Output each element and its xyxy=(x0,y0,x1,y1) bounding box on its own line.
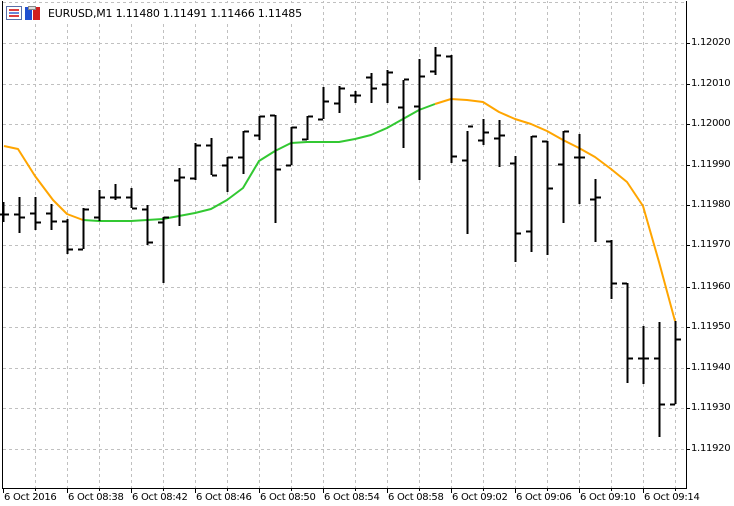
ohlc-bar xyxy=(318,87,329,121)
chart-frame xyxy=(2,0,687,489)
ohlc-bar xyxy=(590,179,601,242)
time-label: 6 Oct 08:38 xyxy=(68,492,124,503)
ohlc-bar xyxy=(30,197,41,230)
price-label: 1.11930 xyxy=(691,402,731,413)
price-label: 1.11960 xyxy=(691,281,731,292)
ohlc-bar xyxy=(158,216,169,283)
ohlc-bar xyxy=(606,240,617,299)
ohlc-bar xyxy=(446,55,457,163)
ohlc-bar xyxy=(46,204,57,230)
price-label: 1.11970 xyxy=(691,239,731,250)
ohlc-bar xyxy=(494,120,505,167)
time-label: 6 Oct 08:58 xyxy=(388,492,444,503)
ohlc-bar xyxy=(510,156,521,262)
time-label: 6 Oct 08:54 xyxy=(324,492,380,503)
time-label: 6 Oct 09:10 xyxy=(580,492,636,503)
ohlc-bar xyxy=(382,70,393,103)
ohlc-bar xyxy=(62,219,73,254)
price-label: 1.11990 xyxy=(691,159,731,170)
ohlc-bar xyxy=(622,282,633,383)
chart-header: EURUSD,M1 1.11480 1.11491 1.11466 1.1148… xyxy=(6,5,302,21)
time-label: 6 Oct 08:42 xyxy=(132,492,188,503)
ohlc-bar xyxy=(542,140,553,255)
ohlc-bar xyxy=(286,126,297,167)
axis-ticks xyxy=(3,43,690,493)
ohlc-bar xyxy=(142,205,153,245)
chart-grid xyxy=(3,0,686,488)
ohlc-bar xyxy=(366,73,377,103)
save-template-icon[interactable] xyxy=(25,6,41,20)
ohlc-bar xyxy=(526,135,537,252)
chart-properties-icon[interactable] xyxy=(6,6,22,20)
ohlc-bar xyxy=(110,184,121,200)
time-label: 6 Oct 09:14 xyxy=(644,492,700,503)
ohlc-bar xyxy=(190,143,201,180)
ohlc-bar xyxy=(222,156,233,192)
ohlc-bar xyxy=(334,86,345,113)
time-label: 6 Oct 08:46 xyxy=(196,492,252,503)
ohlc-bar xyxy=(94,190,105,221)
price-label: 1.11950 xyxy=(691,321,731,332)
time-label: 6 Oct 08:50 xyxy=(260,492,316,503)
ohlc-bar xyxy=(350,91,361,103)
price-label: 1.12020 xyxy=(691,37,731,48)
price-label: 1.11940 xyxy=(691,362,731,373)
price-label: 1.12000 xyxy=(691,118,731,129)
ohlc-bar xyxy=(558,130,569,223)
ohlc-bar xyxy=(14,197,25,233)
ohlc-bar xyxy=(126,188,137,210)
ohlc-bar xyxy=(654,322,665,437)
ohlc-bar xyxy=(302,115,313,141)
price-label: 1.11980 xyxy=(691,199,731,210)
ohlc-bar xyxy=(238,130,249,174)
ohlc-bar xyxy=(398,78,409,148)
ohlc-bar xyxy=(638,326,649,384)
time-label: 6 Oct 09:02 xyxy=(452,492,508,503)
ohlc-bar xyxy=(78,208,89,251)
ohlc-bar xyxy=(206,138,217,177)
ohlc-bar xyxy=(414,59,425,180)
ohlc-bar xyxy=(462,125,473,234)
time-label: 6 Oct 2016 xyxy=(4,492,57,503)
ohlc-bar xyxy=(478,119,489,145)
ohlc-bar xyxy=(0,202,9,222)
time-label: 6 Oct 09:06 xyxy=(516,492,572,503)
ohlc-bar xyxy=(174,168,185,226)
symbol-ohlc-title: EURUSD,M1 1.11480 1.11491 1.11466 1.1148… xyxy=(48,6,302,20)
ohlc-bar xyxy=(670,321,681,406)
ohlc-bar xyxy=(430,47,441,75)
ohlc-bar xyxy=(574,134,585,204)
ohlc-bars xyxy=(0,47,681,437)
ohlc-bar xyxy=(270,114,281,223)
ohlc-bar xyxy=(254,115,265,140)
price-label: 1.11920 xyxy=(691,443,731,454)
price-label: 1.12010 xyxy=(691,78,731,89)
